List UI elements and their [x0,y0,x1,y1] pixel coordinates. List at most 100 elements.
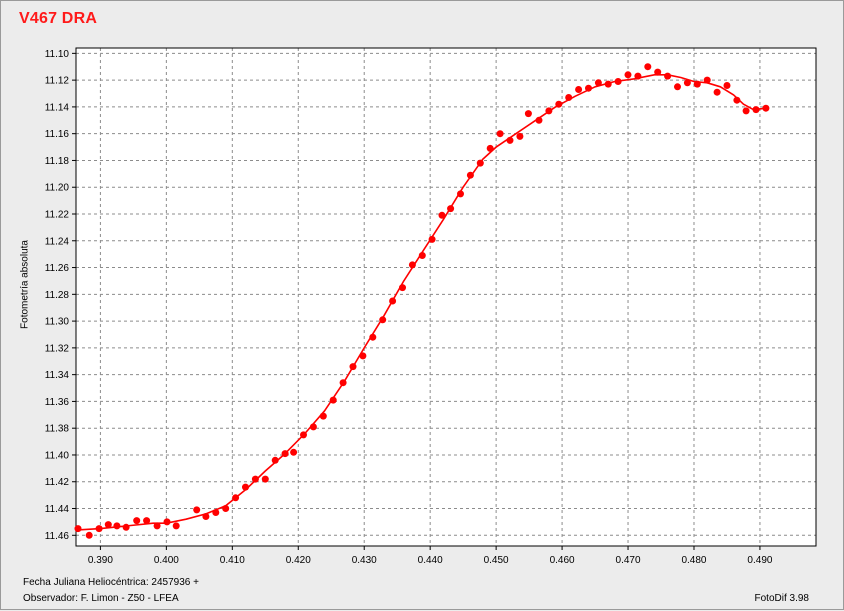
data-point [565,94,573,101]
y-tick-label: 11.40 [45,450,70,461]
y-tick-label: 11.12 [45,76,70,87]
data-point [369,333,377,341]
data-point [516,132,524,140]
data-point [535,116,543,124]
data-point [85,531,93,539]
data-point [438,211,446,219]
x-axis-label: Fecha Juliana Heliocéntrica: 2457936 + [23,577,199,588]
y-tick-label: 11.34 [45,370,70,381]
data-point [122,523,130,531]
y-tick-label: 11.10 [45,49,70,60]
data-point [524,110,532,118]
y-tick-label: 11.24 [45,236,70,247]
y-tick-label: 11.14 [45,102,70,113]
y-tick-label: 11.22 [45,210,70,221]
y-tick-label: 11.28 [45,290,70,301]
data-point [290,448,298,456]
observer-label: Observador: F. Limon - Z50 - LFEA [23,593,179,604]
data-point [232,494,240,502]
y-tick-label: 11.26 [45,263,70,274]
x-tick-label: 0.470 [616,555,641,566]
chart-title: V467 DRA [19,10,98,27]
x-tick-label: 0.400 [154,555,179,566]
y-tick-label: 11.16 [45,129,70,140]
y-tick-label: 11.46 [45,531,70,542]
data-point [339,379,347,387]
data-point [614,78,622,85]
data-point [399,284,406,292]
data-point [251,475,259,483]
x-tick-label: 0.390 [88,555,113,566]
data-point [664,72,672,80]
data-point [319,412,327,420]
x-tick-label: 0.440 [418,555,443,566]
data-point [634,72,642,80]
data-point [133,517,141,525]
data-point [309,423,317,431]
data-point [212,509,220,516]
data-point [496,130,504,138]
data-point [74,525,82,533]
data-point [447,205,455,213]
data-point [594,79,602,87]
plot-frame [75,47,817,547]
data-point [408,261,416,269]
data-point [379,316,387,324]
data-point [654,68,662,76]
data-point [486,144,494,152]
y-tick-label: 11.36 [45,397,70,408]
data-point [752,106,760,114]
data-point [349,363,357,371]
data-point [644,63,652,71]
plot-area [76,48,816,546]
data-point [389,297,397,305]
data-point [153,522,161,530]
data-point [723,82,731,89]
data-point [163,518,171,526]
data-point [545,107,553,115]
x-tick-label: 0.480 [681,555,706,566]
data-point [624,71,632,79]
data-point [271,456,279,464]
data-point [242,483,249,491]
data-point [457,190,464,198]
data-point [742,107,750,115]
data-point [222,505,230,512]
data-point [104,521,112,529]
x-tick-label: 0.410 [220,555,245,566]
data-point [95,525,103,533]
software-version: FotoDif 3.98 [754,593,809,604]
y-tick-label: 11.20 [45,183,70,194]
y-tick-label: 11.44 [45,504,70,515]
x-tick-label: 0.430 [352,555,377,566]
data-point [300,431,307,439]
data-point [506,136,514,144]
data-point [359,352,367,360]
data-point [703,76,711,84]
data-point [143,517,151,525]
data-point [202,513,210,520]
y-tick-label: 11.42 [45,477,70,488]
y-tick-label: 11.30 [45,317,70,328]
data-point [733,96,741,104]
data-point [683,79,691,87]
x-tick-label: 0.490 [747,555,772,566]
data-point [172,522,180,530]
data-point [604,80,612,88]
x-tick-label: 0.450 [484,555,509,566]
data-point [261,475,269,483]
x-tick-label: 0.460 [550,555,575,566]
data-point [762,104,770,112]
data-point [575,86,583,93]
data-point [418,252,426,259]
y-tick-label: 11.18 [45,156,70,167]
y-tick-label: 11.38 [45,424,70,435]
data-point [193,506,201,514]
data-point [585,84,592,92]
data-point [281,450,289,458]
data-point [113,522,121,530]
data-point [693,80,701,88]
data-point [674,83,681,91]
